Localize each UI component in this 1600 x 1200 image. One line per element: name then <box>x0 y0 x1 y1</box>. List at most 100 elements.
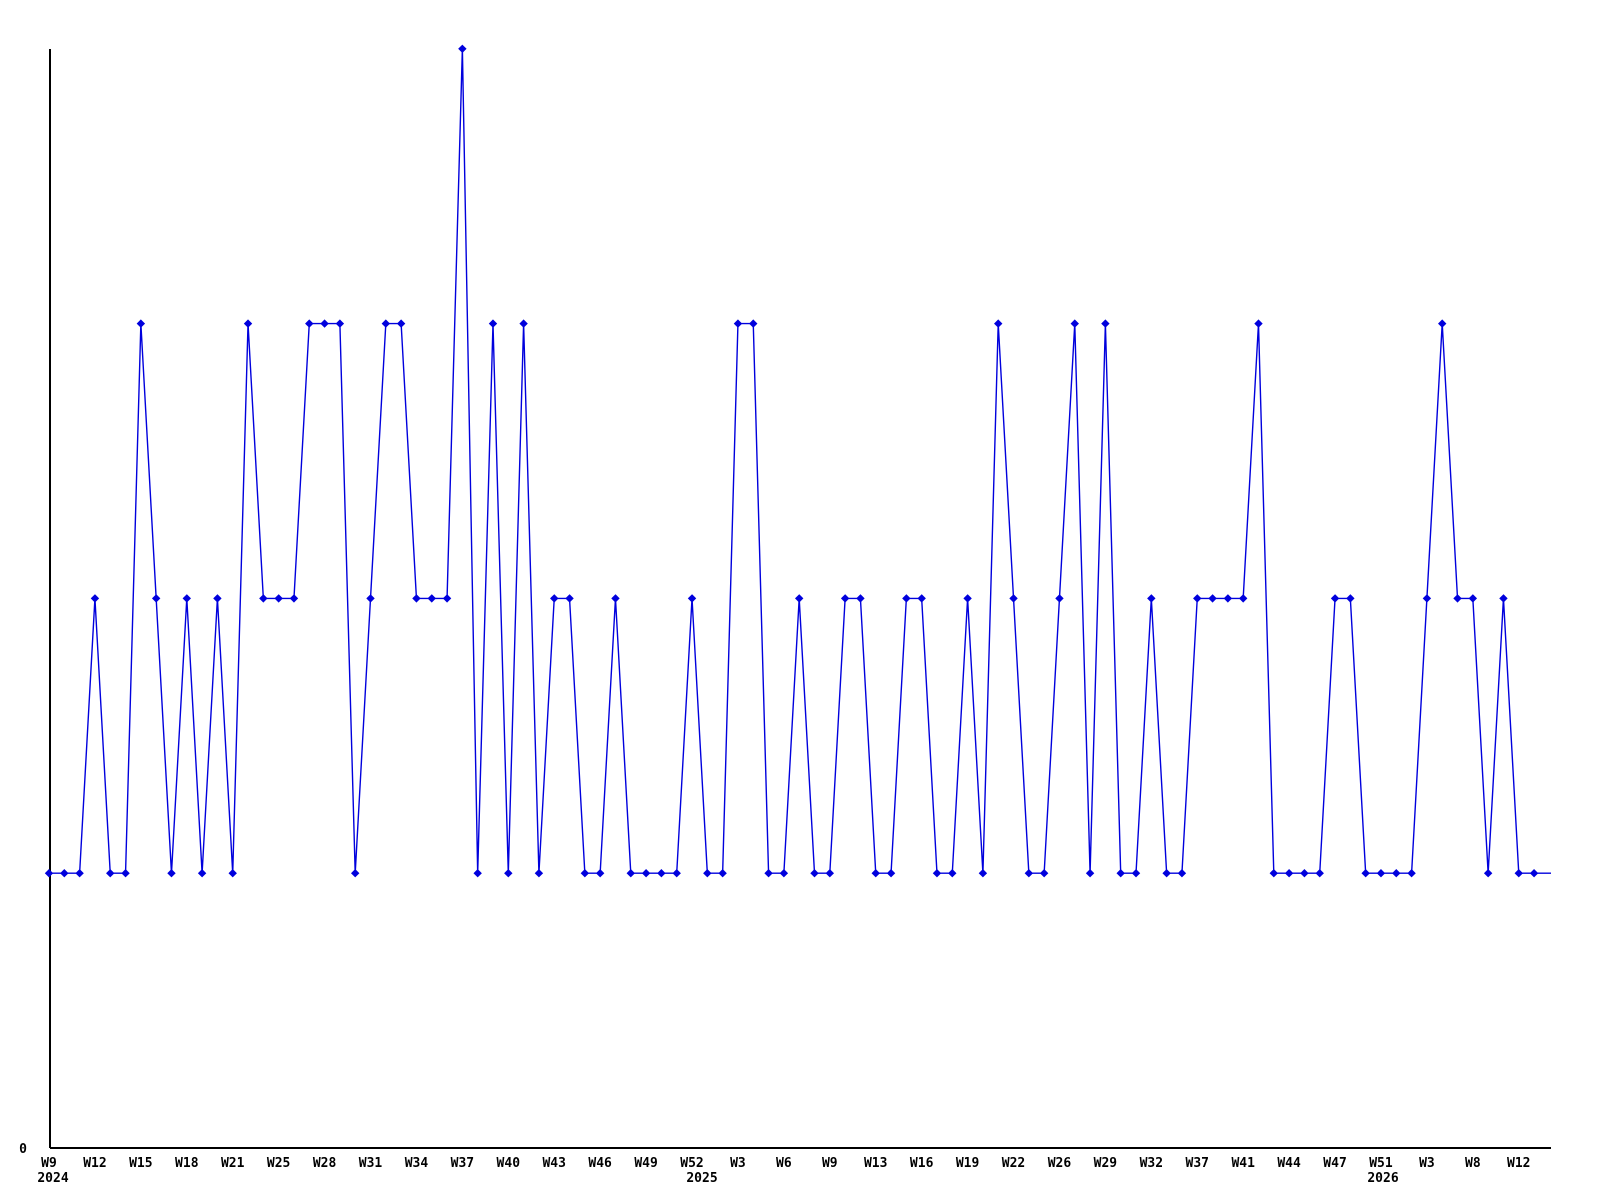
data-point-marker <box>1300 868 1309 878</box>
data-point-marker <box>1438 319 1447 328</box>
data-point-marker <box>121 868 130 878</box>
data-point-marker <box>565 594 574 603</box>
x-tick-label: W41 <box>1231 1156 1255 1171</box>
data-point-marker <box>519 319 528 328</box>
data-point-marker <box>1193 594 1202 603</box>
data-point-marker <box>948 868 957 878</box>
x-tick-label: W22 <box>1002 1156 1025 1171</box>
data-point-marker <box>1483 868 1493 878</box>
data-point-marker <box>595 868 605 878</box>
x-tick-label: W44 <box>1277 1156 1301 1171</box>
x-tick-label: W6 <box>776 1156 792 1171</box>
data-point-marker <box>90 594 100 603</box>
x-tick-label: W16 <box>910 1156 934 1171</box>
data-point-marker <box>488 319 498 328</box>
data-point-marker <box>641 868 651 878</box>
data-point-marker <box>44 868 54 878</box>
data-point-marker <box>749 319 758 328</box>
data-point-marker <box>580 868 590 878</box>
data-point-marker <box>366 594 375 603</box>
x-tick-label: W18 <box>175 1156 199 1171</box>
data-point-marker <box>396 319 406 328</box>
data-point-marker <box>412 594 421 603</box>
data-point-marker <box>1116 868 1125 878</box>
data-point-marker <box>902 594 911 603</box>
x-tick-label: W9 <box>822 1156 838 1171</box>
data-point-marker <box>1422 594 1432 603</box>
x-tick-label: W25 <box>267 1156 290 1171</box>
data-point-marker <box>458 44 467 54</box>
x-tick-label: W19 <box>956 1156 979 1171</box>
data-point-marker <box>106 868 115 878</box>
data-point-marker <box>779 868 789 878</box>
x-tick-label: W13 <box>864 1156 887 1171</box>
data-point-marker <box>1499 594 1508 603</box>
data-point-marker <box>1361 868 1370 878</box>
data-point-marker <box>1085 868 1095 878</box>
data-point-marker <box>1468 594 1478 603</box>
data-point-marker <box>1407 868 1416 878</box>
data-point-marker <box>442 594 452 603</box>
x-tick-label: W49 <box>634 1156 657 1171</box>
data-point-marker <box>213 594 222 603</box>
data-point-marker <box>840 594 850 603</box>
data-point-marker <box>427 594 436 603</box>
x-tick-label: W21 <box>221 1156 245 1171</box>
x-tick-label: W43 <box>542 1156 565 1171</box>
x-tick-label: W12 <box>1507 1156 1530 1171</box>
data-point-marker <box>1055 594 1064 603</box>
data-point-marker <box>504 868 513 878</box>
x-tick-label: W34 <box>405 1156 429 1171</box>
data-point-marker <box>136 319 146 328</box>
data-point-marker <box>60 868 69 878</box>
data-point-marker <box>703 868 712 878</box>
data-point-marker <box>534 868 544 878</box>
data-point-marker <box>1223 594 1233 603</box>
data-point-marker <box>1024 868 1034 878</box>
data-point-marker <box>1039 868 1049 878</box>
x-tick-label: W28 <box>313 1156 337 1171</box>
data-point-marker <box>243 319 253 328</box>
data-point-marker <box>871 868 880 878</box>
year-label: 2026 <box>1367 1171 1398 1186</box>
data-point-marker <box>1147 594 1156 603</box>
data-point-marker <box>886 868 896 878</box>
data-point-marker <box>305 319 314 328</box>
data-point-marker <box>1514 868 1523 878</box>
x-tick-label: W32 <box>1140 1156 1163 1171</box>
data-point-marker <box>1315 868 1324 878</box>
data-point-marker <box>550 594 559 603</box>
x-tick-label: W3 <box>730 1156 746 1171</box>
data-point-marker <box>810 868 819 878</box>
data-point-marker <box>994 319 1003 328</box>
x-tick-label: W46 <box>588 1156 612 1171</box>
data-point-marker <box>1254 319 1263 328</box>
data-point-marker <box>856 594 865 603</box>
x-tick-label: W29 <box>1094 1156 1117 1171</box>
data-point-marker <box>1177 868 1187 878</box>
data-point-marker <box>1453 594 1462 603</box>
data-point-marker <box>1131 868 1141 878</box>
x-tick-label: W8 <box>1465 1156 1481 1171</box>
data-point-marker <box>350 868 360 878</box>
data-point-marker <box>1346 594 1355 603</box>
data-point-marker <box>687 594 697 603</box>
data-point-marker <box>182 594 191 603</box>
data-point-marker <box>151 594 161 603</box>
data-point-marker <box>1009 594 1018 603</box>
data-point-marker <box>473 868 482 878</box>
x-tick-label: W37 <box>451 1156 474 1171</box>
data-point-marker <box>794 594 804 603</box>
data-point-marker <box>335 319 345 328</box>
data-point-marker <box>197 868 207 878</box>
data-point-marker <box>1070 319 1079 328</box>
data-point-marker <box>1330 594 1340 603</box>
x-tick-label: W31 <box>359 1156 383 1171</box>
data-point-marker <box>320 319 329 328</box>
data-point-marker <box>657 868 666 878</box>
year-label: 2024 <box>37 1171 68 1186</box>
data-point-marker <box>1529 868 1539 878</box>
x-tick-label: W15 <box>129 1156 152 1171</box>
